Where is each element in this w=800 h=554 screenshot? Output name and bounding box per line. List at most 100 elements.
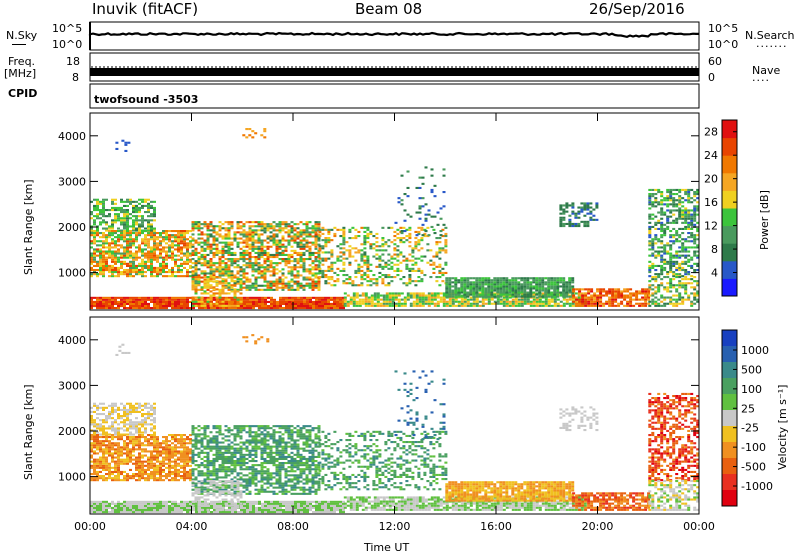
echo-cell: [272, 235, 276, 238]
echo-cell: [191, 272, 195, 275]
echo-cell: [363, 230, 367, 233]
echo-cell: [263, 249, 267, 252]
echo-cell: [174, 271, 177, 274]
echo-cell: [493, 281, 497, 284]
echo-cell: [227, 231, 231, 234]
echo-cell: [314, 221, 318, 224]
echo-cell: [278, 239, 282, 242]
echo-cell: [203, 274, 207, 277]
echo-cell: [299, 284, 303, 287]
echo-cell: [451, 304, 455, 307]
echo-cell: [394, 294, 398, 297]
echo-cell: [227, 268, 231, 271]
echo-cell: [90, 246, 93, 249]
echo-cell: [321, 298, 324, 301]
echo-cell: [469, 298, 473, 301]
echo-cell: [414, 280, 418, 283]
echo-cell: [355, 302, 359, 305]
echo-cell: [317, 221, 321, 224]
echo-cell: [273, 511, 276, 514]
echo-cell: [117, 260, 120, 263]
echo-cell: [357, 263, 361, 266]
echo-cell: [318, 228, 322, 231]
echo-cell: [111, 256, 114, 259]
echo-cell: [493, 300, 497, 303]
echo-cell: [278, 258, 282, 261]
echo-cell: [421, 234, 425, 237]
echo-cell: [669, 284, 673, 287]
echo-cell: [696, 282, 700, 285]
echo-cell: [126, 229, 129, 232]
echo-cell: [197, 229, 201, 232]
echo-cell: [605, 290, 609, 293]
echo-cell: [162, 269, 165, 272]
echo-cell: [162, 506, 165, 509]
echo-cell: [333, 305, 336, 308]
echo-cell: [156, 511, 159, 514]
echo-cell: [129, 236, 132, 239]
echo-cell: [405, 267, 409, 270]
echo-cell: [418, 302, 422, 305]
echo-cell: [96, 502, 99, 505]
echo-cell: [526, 285, 530, 288]
echo-cell: [408, 245, 412, 248]
echo-cell: [124, 143, 128, 146]
echo-cell: [487, 277, 491, 280]
echo-cell: [490, 287, 494, 290]
echo-cell: [391, 292, 395, 295]
echo-cell: [138, 223, 141, 226]
echo-cell: [269, 262, 273, 265]
echo-cell: [275, 268, 279, 271]
echo-cell: [436, 223, 440, 226]
echo-cell: [102, 256, 105, 259]
echo-cell: [203, 264, 207, 267]
echo-cell: [660, 273, 664, 276]
echo-cell: [123, 504, 126, 507]
echo-cell: [302, 264, 306, 267]
echo-cell: [587, 300, 591, 303]
echo-cell: [144, 298, 147, 301]
echo-cell: [191, 243, 195, 246]
echo-cell: [693, 286, 697, 289]
echo-cell: [520, 279, 524, 282]
echo-cell: [209, 235, 213, 238]
echo-cell: [156, 242, 159, 245]
echo-cell: [213, 296, 216, 299]
echo-cell: [635, 296, 639, 299]
echo-cell: [186, 302, 189, 305]
echo-cell: [186, 296, 189, 299]
echo-cell: [177, 236, 180, 239]
echo-cell: [150, 506, 153, 509]
echo-cell: [102, 504, 105, 507]
echo-cell: [186, 275, 189, 278]
echo-cell: [293, 251, 297, 254]
echo-cell: [584, 292, 588, 295]
echo-cell: [191, 300, 195, 303]
echo-cell: [269, 223, 273, 226]
echo-cell: [282, 509, 285, 512]
echo-cell: [562, 289, 566, 292]
echo-cell: [290, 231, 294, 234]
echo-cell: [299, 221, 303, 224]
echo-cell: [678, 188, 682, 191]
echo-cell: [206, 241, 210, 244]
echo-cell: [314, 243, 318, 246]
echo-cell: [681, 296, 685, 299]
echo-cell: [248, 278, 252, 281]
echo-cell: [195, 509, 198, 512]
echo-cell: [174, 258, 177, 261]
echo-cell: [372, 247, 376, 250]
echo-cell: [203, 253, 207, 256]
echo-cell: [357, 265, 361, 268]
echo-cell: [445, 285, 449, 288]
echo-cell: [266, 282, 270, 285]
echo-cell: [366, 265, 370, 268]
echo-cell: [180, 504, 183, 507]
echo-cell: [227, 304, 231, 307]
echo-cell: [266, 235, 270, 238]
y-tick-label: 3000: [58, 175, 86, 188]
echo-cell: [327, 282, 331, 285]
echo-cell: [111, 275, 114, 278]
echo-cell: [180, 242, 183, 245]
echo-cell: [351, 255, 355, 258]
